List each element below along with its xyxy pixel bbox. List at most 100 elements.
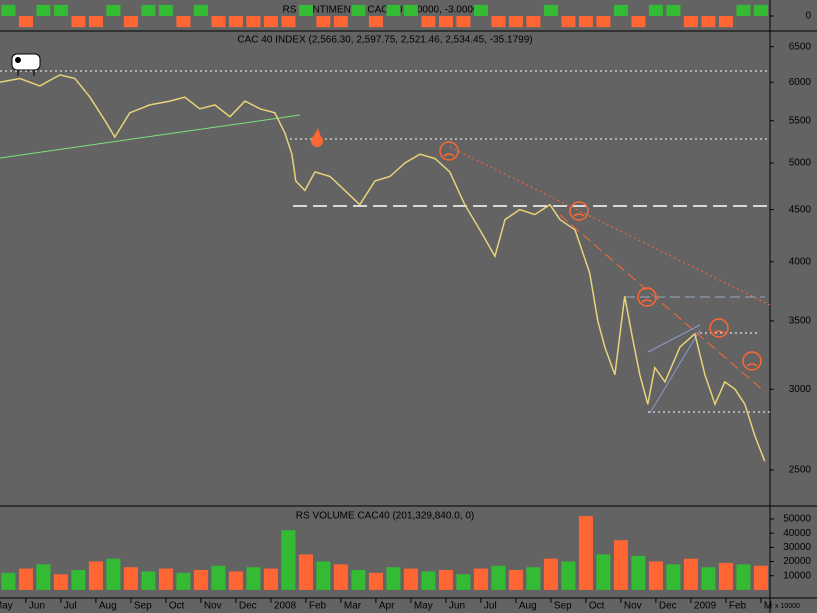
wedge-line xyxy=(647,324,701,353)
bar xyxy=(596,16,611,28)
x-tick-label: Mar xyxy=(344,601,362,612)
bar xyxy=(71,570,86,590)
x-tick-label: Oct xyxy=(589,601,605,612)
bar xyxy=(158,568,173,590)
y-tick-label: 3500 xyxy=(789,316,812,327)
bar xyxy=(88,561,103,590)
bar xyxy=(88,16,103,28)
bar xyxy=(648,561,663,590)
y-tick-label: 30000 xyxy=(783,542,811,553)
bar xyxy=(403,568,418,590)
x-tick-label: Aug xyxy=(519,601,537,612)
x-tick-label: Apr xyxy=(379,601,395,612)
bar xyxy=(473,568,488,590)
bar xyxy=(701,16,716,28)
bar xyxy=(718,16,733,28)
y-tick-label: 50000 xyxy=(783,514,811,525)
bar xyxy=(683,16,698,28)
bar xyxy=(18,568,33,590)
bar xyxy=(1,572,16,590)
drop-icon xyxy=(313,128,321,137)
bar xyxy=(298,4,313,16)
bar xyxy=(333,16,348,28)
x-tick-label: Dec xyxy=(239,601,257,612)
x-tick-label: Jun xyxy=(449,601,465,612)
x-tick-label: Jun xyxy=(29,601,45,612)
bar xyxy=(211,16,226,28)
bar xyxy=(316,16,331,28)
bar xyxy=(281,16,296,28)
bar xyxy=(526,567,541,590)
bar xyxy=(648,4,663,16)
bar xyxy=(526,16,541,28)
bar xyxy=(246,567,261,590)
bar xyxy=(753,565,768,590)
trend-line xyxy=(0,114,301,159)
bar xyxy=(666,564,681,590)
panel-title: RS SENTIMENTO CAC 40 (0.0000, -3.00000) xyxy=(283,5,488,16)
bar xyxy=(736,564,751,590)
bar xyxy=(263,16,278,28)
bar xyxy=(578,16,593,28)
y-tick-label: 2500 xyxy=(789,465,812,476)
bar xyxy=(683,558,698,590)
y-tick-label: 6000 xyxy=(789,77,812,88)
bar xyxy=(368,16,383,28)
bar xyxy=(106,4,121,16)
wedge-line xyxy=(649,329,701,414)
x-tick-label: 2008 xyxy=(274,601,297,612)
y-tick-label: 4000 xyxy=(789,256,812,267)
drop-icon xyxy=(311,135,323,147)
bar xyxy=(578,516,593,590)
bar xyxy=(71,16,86,28)
bar xyxy=(351,4,366,16)
bar xyxy=(701,567,716,590)
x-tick-label: Jul xyxy=(484,601,497,612)
bar xyxy=(456,16,471,28)
bar xyxy=(141,571,156,590)
bar xyxy=(176,16,191,28)
bar xyxy=(351,570,366,590)
bar xyxy=(561,561,576,590)
frown-icons xyxy=(439,141,762,371)
x-tick-label: Nov xyxy=(204,601,222,612)
bar xyxy=(596,554,611,590)
bar xyxy=(456,574,471,590)
bar xyxy=(18,16,33,28)
y-tick-label: 5000 xyxy=(789,158,812,169)
bar xyxy=(666,4,681,16)
bar xyxy=(543,558,558,590)
x-tick-label: Jul xyxy=(64,601,77,612)
x-tick-label: Nov xyxy=(624,601,642,612)
bar xyxy=(211,565,226,590)
bar xyxy=(228,16,243,28)
bar xyxy=(141,4,156,16)
x-tick-label: Feb xyxy=(729,601,747,612)
bar xyxy=(263,568,278,590)
bar xyxy=(403,4,418,16)
x-tick-label: Aug xyxy=(99,601,117,612)
bar xyxy=(36,4,51,16)
bar xyxy=(561,16,576,28)
y-tick-label: 10000 xyxy=(783,570,811,581)
bar xyxy=(508,16,523,28)
bar xyxy=(718,562,733,590)
bar xyxy=(123,567,138,590)
bar xyxy=(613,540,628,590)
bar xyxy=(1,4,16,16)
panel-title: RS VOLUME CAC40 (201,329,840.0, 0) xyxy=(296,511,474,522)
bar xyxy=(386,4,401,16)
x-tick-label: M xyxy=(764,601,772,612)
bar xyxy=(316,561,331,590)
trend-line xyxy=(559,214,766,393)
bar xyxy=(543,4,558,16)
bar xyxy=(421,16,436,28)
x-tick-label: Feb xyxy=(309,601,327,612)
bar xyxy=(106,558,121,590)
bar xyxy=(508,570,523,590)
bar xyxy=(438,570,453,590)
bar xyxy=(193,4,208,16)
bar xyxy=(158,4,173,16)
